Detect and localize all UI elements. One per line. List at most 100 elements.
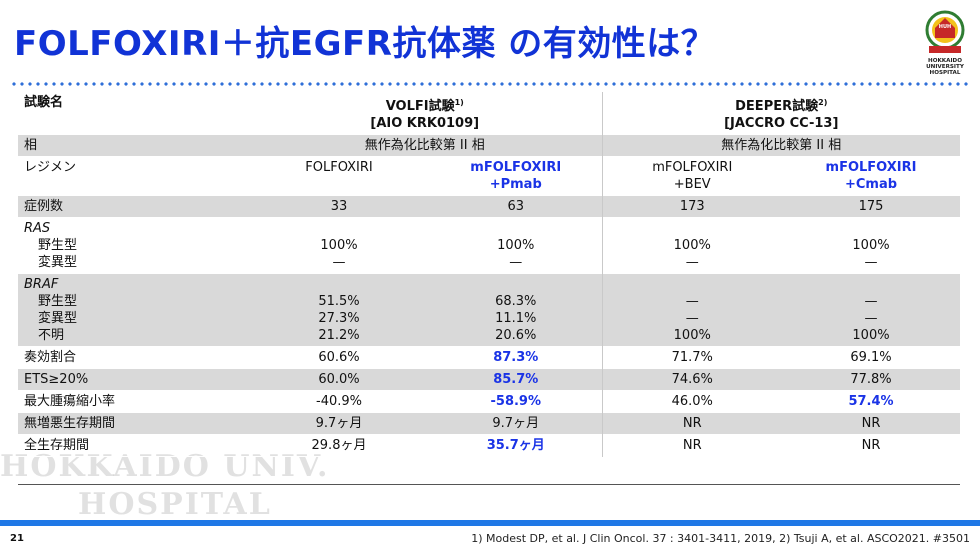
regimen-c2: mFOLFOXIRI +Pmab bbox=[430, 157, 602, 196]
watermark-line-2: HOSPITAL bbox=[78, 487, 272, 522]
table-row-header: 試験名 VOLFI試験1) [AIO KRK0109] DEEPER試験2) [… bbox=[18, 92, 960, 135]
regimen-c3: mFOLFOXIRI +BEV bbox=[601, 156, 782, 196]
braf-c3-mut: — bbox=[685, 311, 699, 326]
braf-c2-mut: 11.1% bbox=[495, 311, 537, 326]
dotted-divider bbox=[10, 82, 972, 86]
braf-c4-wild: — bbox=[864, 294, 878, 309]
os-c1: 29.8ヶ月 bbox=[311, 438, 367, 453]
logo-line-3: HOSPITAL bbox=[929, 70, 961, 76]
dpr-c2: -58.9% bbox=[490, 394, 542, 409]
os-c4: NR bbox=[861, 438, 881, 453]
header-deeper: DEEPER試験2) [JACCRO CC-13] bbox=[601, 92, 960, 135]
ras-c1-mut: — bbox=[332, 255, 346, 270]
braf-c1: 51.5% 27.3% 21.2% bbox=[248, 273, 430, 347]
braf-wild-label: 野生型 bbox=[38, 294, 78, 309]
page-title: FOLFOXIRI＋抗EGFR抗体薬 の有効性は？ bbox=[14, 24, 716, 64]
braf-label-cell: BRAF 野生型 変異型 不明 bbox=[18, 273, 248, 347]
braf-unk-label: 不明 bbox=[38, 328, 65, 343]
ras-label: RAS bbox=[24, 221, 51, 236]
deeper-ref: 2) bbox=[818, 98, 828, 107]
regimen-c3-line1: mFOLFOXIRI bbox=[652, 160, 733, 175]
braf-c1-unk: 21.2% bbox=[318, 328, 360, 343]
ras-c1: 100% — bbox=[248, 218, 430, 274]
pfs-label: 無増悪生存期間 bbox=[18, 412, 248, 435]
table-row-n: 症例数 33 63 173 175 bbox=[18, 195, 960, 218]
volfi-id: [AIO KRK0109] bbox=[370, 116, 480, 131]
logo-badge: HUH bbox=[938, 24, 952, 30]
braf-label: BRAF bbox=[24, 277, 59, 292]
regimen-c4-line2: +Cmab bbox=[844, 177, 898, 192]
ets-c2: 85.7% bbox=[430, 368, 602, 391]
table-row-pfs: 無増悪生存期間 9.7ヶ月 9.7ヶ月 NR NR bbox=[18, 412, 960, 435]
braf-c4-unk: 100% bbox=[852, 328, 890, 343]
phase-volfi: 無作為化比較第 II 相 bbox=[248, 134, 602, 157]
ras-c2-wild: 100% bbox=[497, 238, 535, 253]
orr-c4: 69.1% bbox=[850, 350, 892, 365]
ras-c4-mut: — bbox=[864, 255, 878, 270]
ets-label: ETS≥20% bbox=[18, 368, 248, 391]
table-row-braf: BRAF 野生型 変異型 不明 51.5% 27.3% 21.2% 68.3% 11.… bbox=[18, 273, 960, 347]
dpr-c3: 46.0% bbox=[601, 390, 782, 413]
references: 1) Modest DP, et al. J Clin Oncol. 37 : … bbox=[471, 532, 970, 545]
deeper-name: DEEPER試験 bbox=[735, 99, 819, 114]
logo-line-2: UNIVERSITY bbox=[926, 64, 964, 70]
ras-c1-wild: 100% bbox=[320, 238, 358, 253]
braf-c4-mut: — bbox=[864, 311, 878, 326]
ras-label-cell: RAS 野生型 変異型 bbox=[18, 218, 248, 274]
footer-bar bbox=[0, 520, 980, 526]
braf-c3: — — 100% bbox=[601, 273, 782, 347]
ets-c1: 60.0% bbox=[248, 368, 430, 391]
n-c4: 175 bbox=[782, 195, 960, 218]
trial-comparison-table: 試験名 VOLFI試験1) [AIO KRK0109] DEEPER試験2) [… bbox=[18, 92, 960, 457]
ets-c4: 77.8% bbox=[782, 368, 960, 391]
pfs-c4: NR bbox=[782, 412, 960, 435]
ras-c4: 100% — bbox=[782, 218, 960, 274]
ras-c2-mut: — bbox=[509, 255, 523, 270]
regimen-c1: FOLFOXIRI bbox=[305, 160, 373, 175]
emblem-icon bbox=[925, 10, 965, 53]
os-label: 全生存期間 bbox=[24, 438, 90, 453]
braf-c4: — — 100% bbox=[782, 273, 960, 347]
regimen-c2-line1: mFOLFOXIRI bbox=[470, 160, 562, 175]
watermark: HOKKAIDO UNIV. HOSPITAL bbox=[0, 448, 329, 524]
volfi-ref: 1) bbox=[454, 98, 464, 107]
table-bottom-rule bbox=[18, 484, 960, 485]
braf-c2-unk: 20.6% bbox=[495, 328, 537, 343]
ras-c3-mut: — bbox=[685, 255, 699, 270]
braf-mut-label: 変異型 bbox=[38, 311, 78, 326]
pfs-c3: NR bbox=[601, 412, 782, 435]
logo-line-1: HOKKAIDO bbox=[928, 58, 962, 64]
header-label: 試験名 bbox=[24, 95, 64, 110]
ras-mut-label: 変異型 bbox=[38, 255, 78, 270]
table-row-os: 全生存期間 29.8ヶ月 35.7ヶ月 NR NR bbox=[18, 434, 960, 457]
table-row-dpr: 最大腫瘍縮小率 -40.9% -58.9% 46.0% 57.4% bbox=[18, 390, 960, 413]
orr-c3: 71.7% bbox=[601, 346, 782, 369]
braf-c3-wild: — bbox=[685, 294, 699, 309]
n-c1: 33 bbox=[248, 195, 430, 218]
deeper-id: [JACCRO CC-13] bbox=[724, 116, 839, 131]
hospital-logo: HUH HOKKAIDO UNIVERSITY HOSPITAL bbox=[917, 8, 973, 80]
braf-c3-unk: 100% bbox=[673, 328, 711, 343]
regimen-c4: mFOLFOXIRI +Cmab bbox=[782, 157, 960, 196]
regimen-label: レジメン bbox=[24, 160, 77, 175]
braf-c1-mut: 27.3% bbox=[318, 311, 360, 326]
n-label: 症例数 bbox=[18, 195, 248, 218]
regimen-c3-line2: +BEV bbox=[673, 177, 711, 192]
orr-c2: 87.3% bbox=[493, 350, 539, 365]
orr-label: 奏効割合 bbox=[24, 350, 77, 365]
ets-c3: 74.6% bbox=[601, 368, 782, 391]
page-number: 21 bbox=[10, 533, 24, 544]
dpr-c4: 57.4% bbox=[848, 394, 894, 409]
table-row-phase: 相 無作為化比較第 II 相 無作為化比較第 II 相 bbox=[18, 134, 960, 157]
ras-c3: 100% — bbox=[601, 217, 782, 274]
orr-c1: 60.6% bbox=[318, 350, 360, 365]
header-volfi: VOLFI試験1) [AIO KRK0109] bbox=[248, 92, 602, 135]
phase-deeper: 無作為化比較第 II 相 bbox=[601, 134, 960, 157]
os-c2: 35.7ヶ月 bbox=[486, 438, 545, 453]
regimen-c4-line1: mFOLFOXIRI bbox=[825, 160, 917, 175]
watermark-line-1: HOKKAIDO UNIV. bbox=[0, 449, 330, 484]
table-row-ras: RAS 野生型 変異型 100% — 100% — 100% — 100% — bbox=[18, 217, 960, 274]
dpr-c1: -40.9% bbox=[316, 394, 362, 409]
table-row-ets: ETS≥20% 60.0% 85.7% 74.6% 77.8% bbox=[18, 368, 960, 391]
ras-wild-label: 野生型 bbox=[38, 238, 78, 253]
